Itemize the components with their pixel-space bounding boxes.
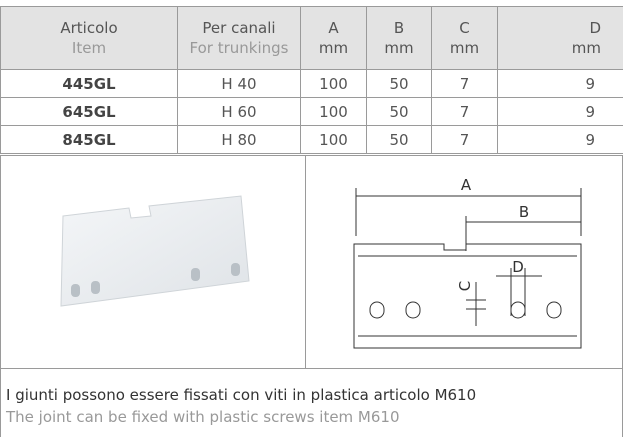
holes bbox=[71, 263, 240, 297]
cell: 7 bbox=[431, 69, 498, 98]
label-a: A bbox=[461, 176, 472, 194]
cell: 445GL bbox=[0, 69, 178, 98]
cell: 9 bbox=[497, 97, 623, 126]
joint-body bbox=[60, 195, 250, 307]
header-unit: mm bbox=[318, 39, 349, 57]
row: 445GL H 40 100 50 7 9 bbox=[0, 69, 623, 98]
cell: 100 bbox=[300, 97, 367, 126]
technical-drawing: A B C D bbox=[353, 176, 582, 349]
header-cell: Per canali For trunkings bbox=[177, 6, 301, 70]
cell: 645GL bbox=[0, 97, 178, 126]
header-unit: mm bbox=[384, 39, 414, 57]
cell: 9 bbox=[497, 125, 623, 154]
header-it: A bbox=[328, 19, 339, 37]
header-en: For trunkings bbox=[189, 39, 289, 57]
cell: 50 bbox=[366, 69, 432, 98]
drawing-cell: A B C D bbox=[305, 155, 623, 369]
header-unit: mm bbox=[449, 39, 480, 57]
row: 845GL H 80 100 50 7 9 bbox=[0, 125, 623, 154]
cell: H 80 bbox=[177, 125, 301, 154]
header-it: Articolo bbox=[60, 19, 118, 37]
label-d: D bbox=[512, 258, 524, 276]
cell: 7 bbox=[431, 97, 498, 126]
label-c: C bbox=[456, 281, 474, 291]
header-en: Item bbox=[71, 39, 107, 57]
cell: 50 bbox=[366, 125, 432, 154]
label-b: B bbox=[519, 203, 529, 221]
footer-it: I giunti possono essere fissati con viti… bbox=[6, 386, 477, 404]
cell: 100 bbox=[300, 69, 367, 98]
cell: 9 bbox=[497, 69, 623, 98]
photo-cell bbox=[0, 155, 306, 369]
photo bbox=[60, 195, 250, 307]
cell: H 60 bbox=[177, 97, 301, 126]
header-it: B bbox=[393, 19, 405, 37]
header-it: Per canali bbox=[202, 19, 276, 37]
header-it: D bbox=[589, 19, 601, 37]
cell: 7 bbox=[431, 125, 498, 154]
cell: 845GL bbox=[0, 125, 178, 154]
joint-outline bbox=[353, 243, 582, 349]
header-unit: mm bbox=[571, 39, 601, 57]
cell: H 40 bbox=[177, 69, 301, 98]
header-cell: Articolo Item bbox=[0, 6, 178, 70]
cell: 100 bbox=[300, 125, 367, 154]
holes bbox=[369, 301, 562, 319]
cell: 50 bbox=[366, 97, 432, 126]
header-it: C bbox=[459, 19, 470, 37]
inner-lines bbox=[358, 255, 577, 337]
footer-en: The joint can be fixed with plastic scre… bbox=[6, 408, 400, 426]
row: 645GL H 60 100 50 7 9 bbox=[0, 97, 623, 126]
